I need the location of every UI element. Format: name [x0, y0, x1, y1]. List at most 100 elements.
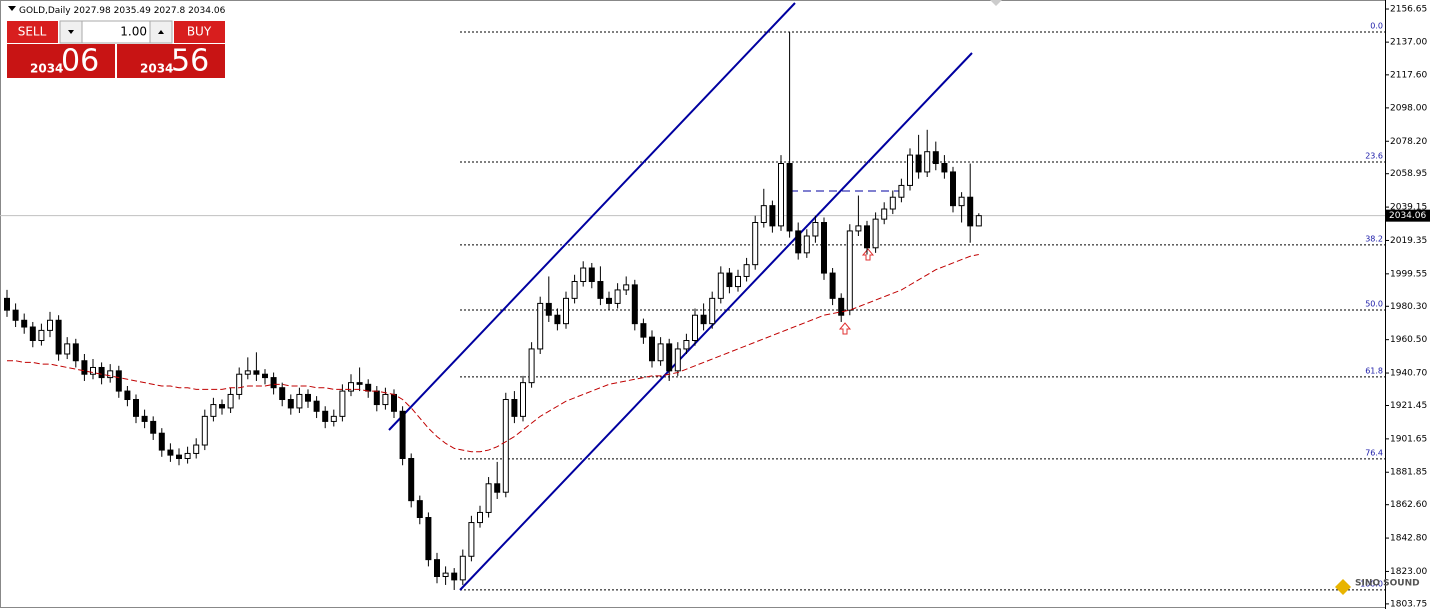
candle-body: [365, 383, 372, 392]
candle-body: [606, 297, 612, 304]
open: 2027.98: [74, 6, 111, 16]
y-tick-label: 2039.15: [1390, 203, 1427, 213]
candle-body: [236, 373, 243, 395]
candle-body: [511, 399, 518, 417]
y-tick-label: 1999.55: [1390, 269, 1427, 279]
candle-body: [726, 272, 733, 288]
candle-body: [812, 222, 819, 237]
candle-body: [649, 336, 655, 362]
sell-label[interactable]: SELL: [18, 25, 47, 39]
fib-label: 61.8: [1365, 366, 1383, 375]
candle-body: [451, 572, 458, 581]
plot-frame: [0, 0, 1386, 608]
candle-body: [227, 393, 234, 409]
candle-body: [958, 196, 965, 207]
candle-body: [348, 382, 354, 392]
candle-body: [872, 218, 879, 249]
fib-label: 76.4: [1365, 448, 1383, 457]
candle-body: [795, 230, 802, 254]
candle-body: [692, 314, 698, 342]
candle-body: [133, 399, 139, 417]
candle-body: [330, 415, 337, 422]
candle-body: [614, 289, 621, 304]
candle-body: [150, 420, 157, 434]
arrow-up: [838, 322, 852, 335]
candle-body: [640, 323, 647, 338]
candle-body: [262, 373, 268, 379]
candle-body: [72, 343, 79, 362]
candle-body: [580, 267, 587, 283]
buy-label[interactable]: BUY: [187, 25, 212, 39]
sell-price-box[interactable]: [7, 44, 115, 78]
y-tick-label: 1862.60: [1390, 500, 1427, 510]
candle-body: [434, 559, 440, 578]
candle-body: [391, 393, 397, 412]
candle-body: [21, 319, 28, 328]
candle-body: [98, 366, 105, 379]
candle-body: [12, 309, 19, 321]
symbol-icon: [8, 6, 16, 11]
candle-body: [158, 432, 165, 451]
candle-body: [898, 184, 905, 198]
volume[interactable]: 1.00: [120, 25, 147, 39]
y-tick-label: 2078.20: [1390, 137, 1427, 147]
low: 2027.8: [154, 6, 186, 16]
candle-body: [743, 264, 750, 277]
candle-body: [563, 297, 569, 325]
candle-body: [924, 151, 931, 173]
y-tick-label: 2019.35: [1390, 236, 1427, 246]
candle-body: [494, 483, 501, 493]
candle-body: [623, 284, 630, 291]
candle-body: [193, 444, 200, 454]
buy-price-box[interactable]: [117, 44, 225, 78]
fib-label: 100.0: [1360, 579, 1383, 588]
candle-body: [416, 500, 423, 519]
sell-button[interactable]: [7, 21, 58, 43]
candle-body: [717, 272, 724, 299]
fib-label: 38.2: [1365, 234, 1383, 243]
candle-body: [38, 329, 45, 342]
candle-body: [528, 348, 535, 384]
candle-body: [864, 225, 870, 249]
candle-body: [287, 399, 294, 409]
candle-body: [778, 163, 784, 227]
y-tick-label: 2156.65: [1390, 5, 1427, 15]
candle-body: [64, 343, 71, 355]
y-tick-label: 1901.65: [1390, 434, 1427, 444]
candle-body: [838, 297, 845, 316]
candle-body: [769, 205, 776, 227]
candle-body: [313, 400, 320, 412]
candle-body: [339, 390, 346, 417]
candle-body: [201, 415, 208, 446]
close: 2034.06: [188, 6, 225, 16]
y-tick-label: 1881.85: [1390, 468, 1427, 478]
candle-body: [752, 222, 759, 266]
buy-button[interactable]: [174, 21, 225, 43]
candle-body: [700, 314, 707, 325]
candle-body: [167, 449, 174, 456]
candle-body: [932, 151, 939, 165]
candle-body: [279, 387, 286, 401]
y-tick-label: 2137.00: [1390, 38, 1427, 48]
candle-body: [683, 340, 690, 350]
sell-price-big: 06: [61, 44, 99, 79]
candle-body: [90, 366, 96, 375]
candle-body: [735, 275, 741, 288]
candle-body: [468, 522, 475, 557]
candle-body: [141, 415, 148, 422]
fib-label: 0.0: [1370, 22, 1383, 31]
candle-body: [322, 410, 329, 422]
candle-body: [305, 393, 311, 402]
y-tick-label: 1940.70: [1390, 369, 1427, 379]
fib-label: 50.0: [1365, 299, 1383, 308]
candle-body: [399, 410, 406, 460]
candle-body: [29, 326, 36, 342]
watermark-logo: [1335, 579, 1351, 595]
current-price-box: [1386, 209, 1430, 222]
candle-body: [760, 205, 767, 224]
y-tick-label: 1980.30: [1390, 302, 1427, 312]
y-tick-label: 1921.45: [1390, 401, 1427, 411]
candle-body: [382, 393, 389, 406]
